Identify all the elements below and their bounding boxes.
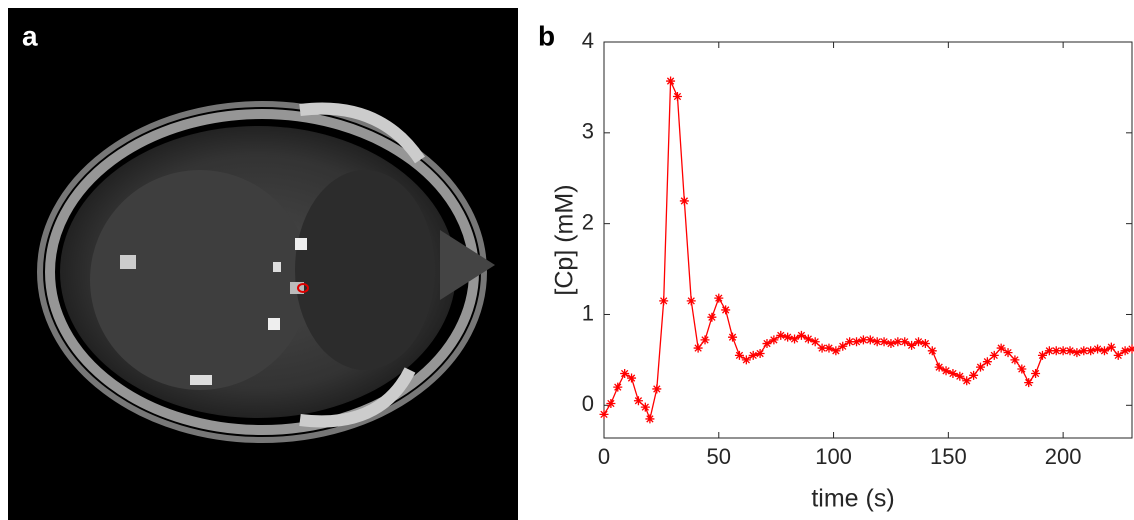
data-point [845,337,855,347]
data-point [762,339,772,349]
x-tick-label: 200 [1045,444,1082,469]
data-point [1086,346,1096,356]
data-point [714,293,724,303]
data-point [1093,344,1103,354]
data-point [914,337,924,347]
data-point [606,398,616,408]
data-point [948,369,958,379]
y-axis-label: [Cp] (mM) [551,184,579,295]
data-point [1017,364,1027,374]
y-tick-label: 4 [582,28,594,53]
data-point [1072,348,1082,358]
data-point [613,382,623,392]
x-tick-label: 0 [598,444,610,469]
data-point [810,337,820,347]
data-point [790,334,800,344]
data-point [1058,346,1068,356]
x-tick-label: 100 [815,444,852,469]
data-point [1010,355,1020,365]
data-point [1051,346,1061,356]
data-point [672,91,682,101]
data-point [996,343,1006,353]
data-point [620,369,630,379]
data-point [962,376,972,386]
data-point [920,339,930,349]
data-point [858,335,868,345]
data-point [982,357,992,367]
data-point [1120,346,1130,356]
data-point [1024,378,1034,388]
data-point [645,414,655,424]
data-point [969,370,979,380]
data-point [796,330,806,340]
data-point [679,196,689,206]
data-point [652,384,662,394]
data-point [693,343,703,353]
plot-area [603,41,1133,439]
data-point [824,343,834,353]
data-point [900,337,910,347]
data-point [659,296,669,306]
data-point [817,343,827,353]
data-point [1003,348,1013,358]
data-point [1113,350,1123,360]
data-point [633,396,643,406]
data-point [803,334,813,344]
data-point [1031,369,1041,379]
x-tick-label: 50 [707,444,731,469]
data-point [941,366,951,376]
data-point [769,335,779,345]
y-tick-label: 1 [582,300,594,325]
data-point [1127,344,1134,354]
data-point [907,340,917,350]
data-point [666,76,676,86]
y-tick-label: 0 [582,391,594,416]
data-point [975,362,985,372]
data-point [1106,342,1116,352]
data-point [734,350,744,360]
data-point [728,332,738,342]
data-point [640,402,650,412]
y-tick-label: 3 [582,119,594,144]
data-point [627,373,637,383]
data-point [783,332,793,342]
panel-label: b [538,20,555,51]
data-point [955,371,965,381]
data-point [1037,350,1047,360]
data-point [1099,346,1109,356]
data-point [934,362,944,372]
data-point [700,335,710,345]
data-point [748,350,758,360]
data-point [852,337,862,347]
data-point [776,330,786,340]
data-point [989,350,999,360]
data-point [707,312,717,322]
data-point [838,341,848,351]
mri-image [8,8,518,520]
data-point [741,355,751,365]
panel-label: a [22,20,38,51]
x-tick-label: 150 [930,444,967,469]
y-tick-label: 2 [582,209,594,234]
data-point [865,335,875,345]
data-point [886,339,896,349]
data-point [755,349,765,359]
data-point [686,296,696,306]
data-point [872,337,882,347]
data-point [1044,346,1054,356]
data-point [831,346,841,356]
data-point [1079,346,1089,356]
x-axis-label: time (s) [811,485,894,513]
data-point [721,305,731,315]
data-point [893,337,903,347]
data-point [599,409,609,419]
data-point [1065,346,1075,356]
data-point [879,337,889,347]
data-point [927,346,937,356]
